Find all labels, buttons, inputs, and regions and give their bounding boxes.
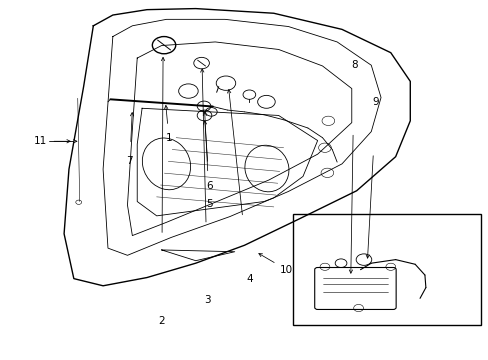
Text: 11: 11 [34, 136, 47, 146]
Text: 5: 5 [205, 199, 212, 209]
Text: 9: 9 [372, 97, 379, 107]
Text: 2: 2 [158, 316, 164, 325]
Text: 7: 7 [126, 156, 133, 166]
Text: 10: 10 [279, 265, 292, 275]
Text: 4: 4 [245, 274, 252, 284]
Text: 6: 6 [205, 181, 212, 191]
Text: 3: 3 [204, 295, 211, 305]
Text: 1: 1 [165, 133, 172, 143]
Text: 8: 8 [350, 59, 357, 69]
